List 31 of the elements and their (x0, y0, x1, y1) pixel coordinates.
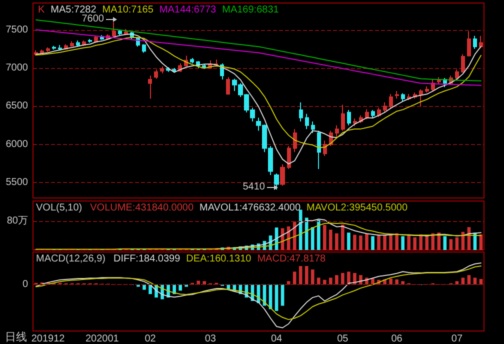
y-tick-label: 6000 (6, 138, 28, 150)
x-tick-label: 202001 (85, 334, 120, 344)
x-tick-label: 02 (144, 334, 156, 344)
series-label: MAVOL2:395450.5000 (306, 202, 408, 214)
series-label: MAVOL1:476632.4000 (200, 202, 301, 214)
text: DEA:160.1310 (186, 254, 252, 264)
x-tick-label: 201912 (31, 334, 66, 344)
annotation: 7600 (82, 14, 104, 24)
x-tick-label: 03 (204, 334, 216, 344)
y-tick-label: 7500 (6, 24, 28, 36)
text: MA10:7165 (102, 4, 154, 16)
x-axis-title: 日线 (5, 330, 27, 344)
x-tick-label: 07 (451, 334, 463, 344)
series-label: MACD:47.8178 (257, 254, 326, 264)
annotation: 5410 (242, 182, 266, 192)
y-tick-label: 80万 (6, 215, 28, 226)
x-tick-label: 06 (391, 334, 403, 344)
y-tick-label: 6500 (6, 100, 28, 112)
y-tick-label: 7000 (6, 62, 28, 74)
series-label: DIFF:184.0399 (113, 254, 181, 264)
text: MA169:6831 (222, 4, 280, 16)
text: VOLUME:431840.0000 (90, 202, 194, 214)
chart-title: MACD(12,26,9) (36, 254, 106, 264)
x-tick-label: 04 (270, 334, 283, 344)
text: MA144:6773 (159, 4, 217, 16)
text: MA5:7282 (50, 4, 97, 16)
chart-title: VOL(5,10) (36, 202, 82, 214)
text: 0 (22, 279, 28, 290)
x-tick-label: 05 (337, 334, 349, 344)
y-tick-label: 5500 (6, 177, 28, 188)
text: K (38, 4, 45, 16)
